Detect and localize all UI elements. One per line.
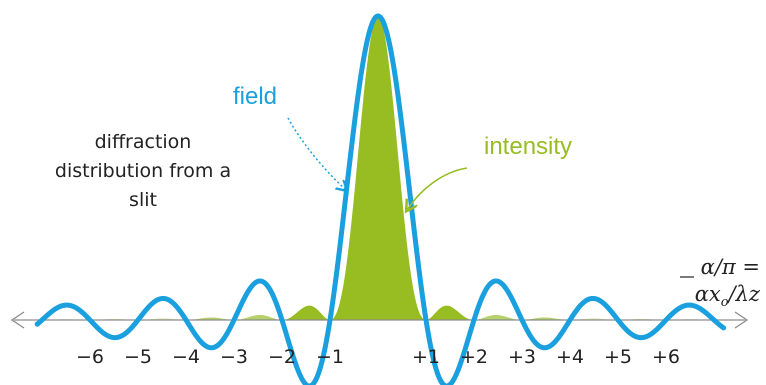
field-curve bbox=[34, 13, 727, 385]
tick-label: −6 bbox=[76, 346, 104, 368]
axis-label-line-1: α/π = bbox=[701, 255, 760, 279]
tick-label: −5 bbox=[124, 346, 152, 368]
axis-label-line-2: αx bbox=[695, 282, 721, 306]
x-axis-variable-label: α/π = αxo/λz bbox=[680, 255, 761, 310]
field-label: field bbox=[233, 83, 277, 110]
tick-label: −3 bbox=[220, 346, 248, 368]
field-pointer-arrow bbox=[287, 117, 346, 190]
x-axis-right-arrow bbox=[734, 311, 749, 329]
tick-label: +3 bbox=[508, 346, 536, 368]
axis-label-line-2-tail: /λz bbox=[727, 282, 761, 306]
description-line-1: diffraction bbox=[95, 131, 192, 153]
intensity-label: intensity bbox=[484, 133, 572, 160]
description-line-3: slit bbox=[129, 189, 157, 211]
intensity-lobe bbox=[234, 314, 282, 320]
diffraction-description: diffraction distribution from a slit bbox=[55, 131, 231, 211]
tick-label: +1 bbox=[412, 346, 440, 368]
x-axis-tick-labels: −6 −5 −4 −3 −2 −1 +1 +2 +3 +4 +5 +6 bbox=[76, 346, 680, 368]
svg-text:α/π =: α/π = bbox=[701, 255, 760, 279]
tick-label: +6 bbox=[652, 346, 680, 368]
intensity-lobe bbox=[426, 305, 474, 320]
tick-label: +5 bbox=[604, 346, 632, 368]
tick-label: +4 bbox=[556, 346, 584, 368]
x-axis-left-arrow bbox=[10, 311, 25, 329]
intensity-pointer-arrow bbox=[407, 167, 468, 210]
intensity-lobe bbox=[474, 314, 522, 320]
tick-label: −2 bbox=[268, 346, 296, 368]
tick-label: −4 bbox=[172, 346, 200, 368]
intensity-lobe bbox=[282, 305, 330, 320]
intensity-lobe bbox=[330, 16, 426, 320]
tick-label: −1 bbox=[316, 346, 344, 368]
description-line-2: distribution from a bbox=[55, 160, 231, 182]
tick-label: +2 bbox=[460, 346, 488, 368]
svg-text:αxo/λz: αxo/λz bbox=[695, 282, 761, 310]
axis-label-subscript: o bbox=[721, 295, 729, 310]
